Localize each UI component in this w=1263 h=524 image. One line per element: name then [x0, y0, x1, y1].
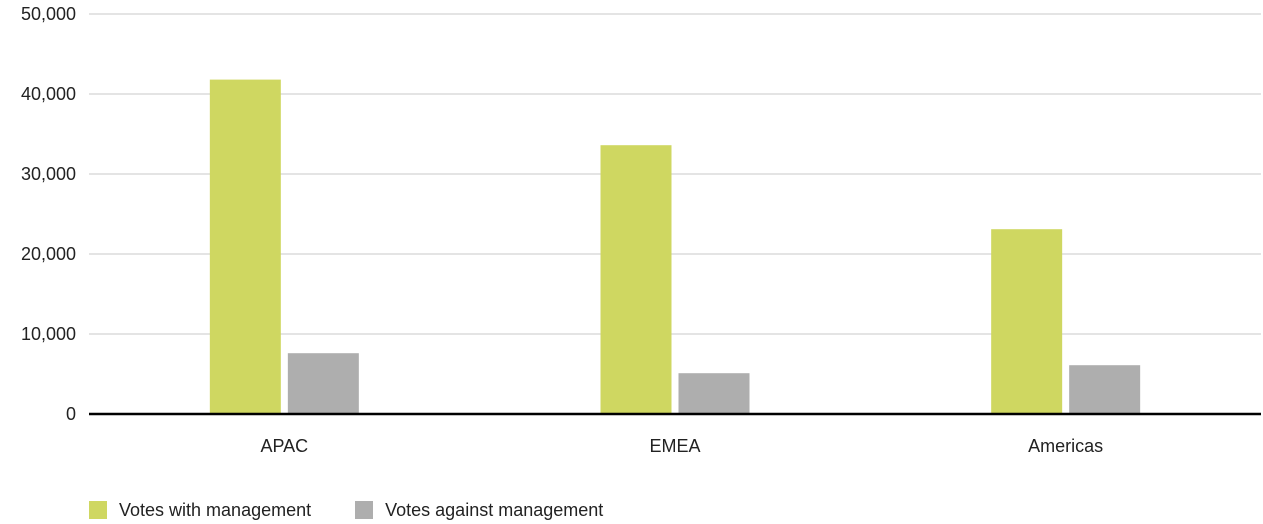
x-tick-label: EMEA [649, 436, 700, 456]
bar-americas-against-management [1069, 365, 1141, 414]
legend-swatch-against-management [355, 501, 374, 519]
bar-emea-with-management [600, 145, 672, 414]
y-tick-label: 30,000 [21, 164, 76, 184]
bar-apac-with-management [209, 79, 281, 414]
bar-apac-against-management [287, 353, 359, 414]
y-axis-ticks: 0 10,000 20,000 30,000 40,000 50,000 [21, 4, 76, 424]
bar-emea-against-management [678, 373, 750, 414]
x-tick-label: APAC [260, 436, 308, 456]
y-tick-label: 40,000 [21, 84, 76, 104]
x-axis-categories: APAC EMEA Americas [260, 436, 1103, 456]
y-tick-label: 10,000 [21, 324, 76, 344]
bars [209, 79, 1141, 414]
gridlines [89, 13, 1261, 335]
legend: Votes with management Votes against mana… [89, 498, 647, 522]
legend-item-with-management: Votes with management [89, 500, 311, 521]
legend-label-against-management: Votes against management [385, 499, 604, 520]
legend-swatch-with-management [89, 501, 107, 519]
bar-americas-with-management [991, 229, 1063, 414]
x-tick-label: Americas [1028, 436, 1103, 456]
y-tick-label: 0 [66, 404, 76, 424]
y-tick-label: 50,000 [21, 4, 76, 24]
y-tick-label: 20,000 [21, 244, 76, 264]
legend-label-with-management: Votes with management [119, 499, 312, 520]
legend-item-against-management: Votes against management [355, 500, 603, 521]
